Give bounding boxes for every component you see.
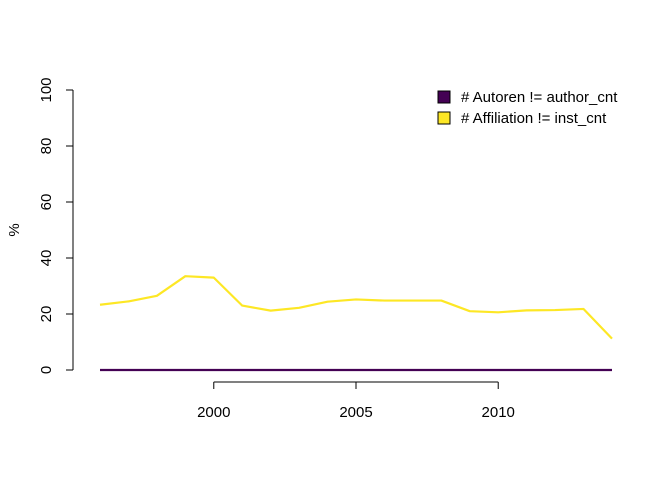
y-axis-ticks: 0 20 40 60 80 100 [38,77,73,374]
legend-label-1: # Affiliation != inst_cnt [461,110,607,127]
x-tick-label: 2000 [197,404,230,421]
y-tick-label: 60 [38,194,55,211]
y-tick-label: 0 [38,366,55,374]
series-line-1 [99,275,613,340]
legend: # Autoren != author_cnt # Affiliation != … [437,89,618,127]
y-axis-label: % [6,223,23,236]
y-tick-label: 40 [38,250,55,267]
x-tick-label: 2005 [339,404,372,421]
y-tick-label: 80 [38,138,55,155]
legend-swatch-0 [437,90,451,104]
legend-label-0: # Autoren != author_cnt [461,89,618,106]
series-layer [99,275,613,372]
legend-swatch-1 [437,111,451,125]
y-axis: 0 20 40 60 80 100 [38,77,74,374]
x-axis: 2000 2005 2010 [197,381,515,421]
x-axis-ticks: 2000 2005 2010 [197,382,515,421]
x-tick-label: 2010 [482,404,515,421]
y-tick-label: 20 [38,306,55,323]
y-tick-label: 100 [38,77,55,102]
